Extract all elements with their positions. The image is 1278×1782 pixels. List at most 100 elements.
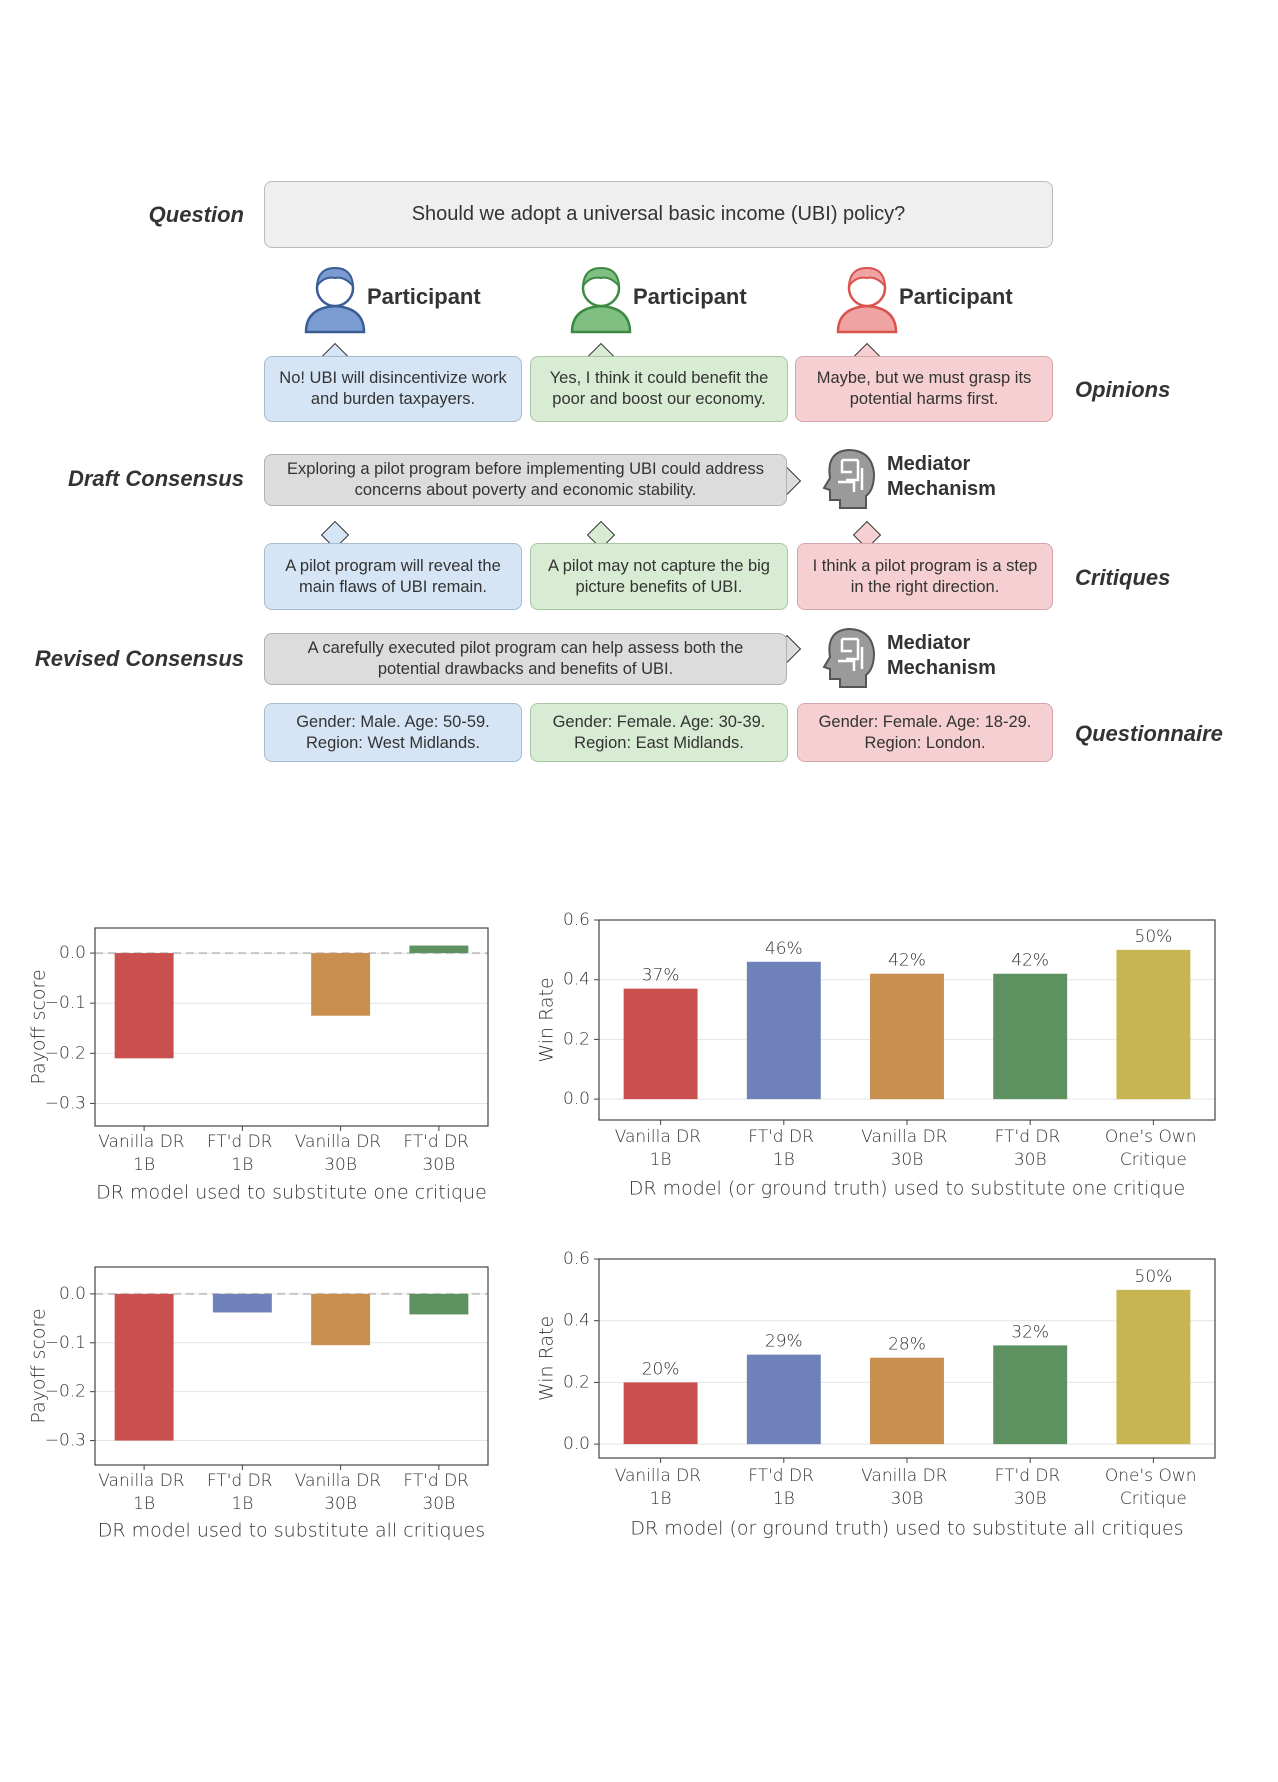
value-label: 32%: [1011, 1322, 1049, 1342]
participant-icon: [836, 266, 898, 334]
opinions-label: Opinions: [1075, 377, 1171, 402]
opinion-text: No! UBI will disincentivize work and bur…: [279, 369, 507, 408]
critique-text: A pilot may not capture the big picture …: [548, 556, 770, 596]
y-axis-label: Payoff score: [28, 969, 50, 1084]
revised-consensus-label: Revised Consensus: [34, 646, 244, 671]
value-label: 50%: [1135, 1267, 1173, 1287]
x-tick-label: Vanilla DR 30B: [295, 1471, 387, 1514]
value-label: 50%: [1135, 927, 1173, 947]
critique-box: A pilot program will reveal the main fla…: [264, 543, 522, 610]
x-tick-label: FT'd DR 30B: [995, 1466, 1066, 1509]
y-tick-label: 0.0: [59, 943, 86, 963]
y-axis-label: Win Rate: [536, 1316, 558, 1401]
x-tick-label: Vanilla DR 1B: [98, 1471, 190, 1514]
bar: [870, 1357, 944, 1445]
y-tick-label: −0.2: [45, 1382, 86, 1402]
critique-text: A pilot program will reveal the main fla…: [285, 556, 501, 596]
x-axis-label: DR model used to substitute one critique: [96, 1182, 487, 1204]
bar: [993, 973, 1068, 1100]
y-axis-label: Payoff score: [28, 1308, 50, 1423]
opinion-box: Yes, I think it could benefit the poor a…: [530, 356, 788, 422]
participant-label: Participant: [633, 284, 747, 309]
y-tick-label: 0.4: [563, 1311, 590, 1331]
value-label: 28%: [888, 1335, 926, 1355]
y-tick-label: 0.0: [59, 1284, 86, 1304]
value-label: 42%: [888, 951, 926, 971]
bar: [114, 1293, 174, 1441]
value-label: 37%: [642, 966, 680, 986]
value-label: 42%: [1011, 951, 1049, 971]
draft-consensus-label: Draft Consensus: [67, 466, 244, 491]
bar: [1116, 949, 1191, 1100]
questionnaire-label: Questionnaire: [1075, 721, 1223, 746]
y-tick-label: −0.2: [45, 1043, 86, 1063]
mediator-label: Mediator Mechanism: [887, 632, 996, 679]
critique-text: I think a pilot program is a step in the…: [812, 556, 1038, 596]
x-tick-label: FT'd DR 30B: [403, 1471, 474, 1514]
value-label: 20%: [642, 1359, 680, 1379]
questionnaire-box: Gender: Male. Age: 50-59. Region: West M…: [264, 703, 522, 762]
question-text: Should we adopt a universal basic income…: [411, 203, 906, 225]
critique-box: A pilot may not capture the big picture …: [530, 543, 788, 610]
opinion-text: Maybe, but we must grasp its potential h…: [816, 369, 1032, 408]
participant-icon: [304, 266, 366, 334]
axes-frame: [94, 1266, 489, 1466]
x-tick-label: Vanilla DR 1B: [615, 1127, 707, 1170]
opinion-text: Yes, I think it could benefit the poor a…: [549, 369, 769, 408]
critique-box: I think a pilot program is a step in the…: [797, 543, 1053, 610]
x-tick-label: FT'd DR 1B: [748, 1466, 819, 1509]
x-tick-label: Vanilla DR 30B: [861, 1127, 953, 1170]
bar: [623, 988, 698, 1100]
bar: [212, 1293, 272, 1313]
critiques-label: Critiques: [1075, 565, 1171, 590]
mediator-icon: [822, 448, 876, 509]
question-label: Question: [148, 202, 244, 227]
draft-consensus-box: Exploring a pilot program before impleme…: [264, 454, 787, 506]
x-tick-label: One's Own Critique: [1105, 1127, 1202, 1170]
opinion-box: Maybe, but we must grasp its potential h…: [795, 356, 1053, 422]
mediator-label: Mediator Mechanism: [887, 453, 996, 500]
questionnaire-text: Gender: Male. Age: 50-59. Region: West M…: [296, 712, 490, 752]
y-tick-label: −0.1: [45, 1333, 86, 1353]
value-label: 29%: [765, 1332, 803, 1352]
axes-frame: [598, 919, 1216, 1121]
axes-frame: [94, 927, 489, 1127]
y-tick-label: 0.6: [563, 910, 590, 930]
x-tick-label: FT'd DR 30B: [995, 1127, 1066, 1170]
x-tick-label: FT'd DR 1B: [748, 1127, 819, 1170]
axes-frame: [598, 1258, 1216, 1459]
x-tick-label: Vanilla DR 30B: [861, 1466, 953, 1509]
bar: [870, 973, 944, 1100]
x-axis-label: DR model (or ground truth) used to subst…: [629, 1178, 1185, 1200]
value-label: 46%: [765, 939, 803, 959]
bar: [746, 961, 821, 1100]
x-tick-label: Vanilla DR 1B: [98, 1132, 190, 1175]
x-tick-label: FT'd DR 1B: [207, 1471, 278, 1514]
bar: [623, 1382, 698, 1445]
y-tick-label: −0.1: [45, 993, 86, 1013]
bar: [746, 1354, 821, 1445]
bar: [409, 1293, 469, 1315]
bar: [311, 1293, 371, 1346]
y-tick-label: −0.3: [45, 1093, 86, 1113]
revised-consensus-box: A carefully executed pilot program can h…: [264, 633, 787, 685]
questionnaire-text: Gender: Female. Age: 30-39. Region: East…: [552, 712, 766, 752]
x-tick-label: One's Own Critique: [1105, 1466, 1202, 1509]
y-tick-label: 0.2: [563, 1372, 590, 1392]
y-tick-label: −0.3: [45, 1431, 86, 1451]
participant-label: Participant: [367, 284, 481, 309]
y-tick-label: 0.0: [563, 1089, 590, 1109]
participant-icon: [570, 266, 632, 334]
bar: [311, 953, 371, 1016]
revised-consensus-text: A carefully executed pilot program can h…: [307, 639, 744, 678]
question-box: Should we adopt a universal basic income…: [264, 181, 1053, 248]
opinion-box: No! UBI will disincentivize work and bur…: [264, 356, 522, 422]
y-tick-label: 0.4: [563, 970, 590, 990]
bar: [993, 1345, 1068, 1445]
y-tick-label: 0.0: [563, 1434, 590, 1454]
mediator-icon: [822, 627, 876, 688]
questionnaire-box: Gender: Female. Age: 18-29. Region: Lond…: [797, 703, 1053, 762]
participant-label: Participant: [899, 284, 1013, 309]
